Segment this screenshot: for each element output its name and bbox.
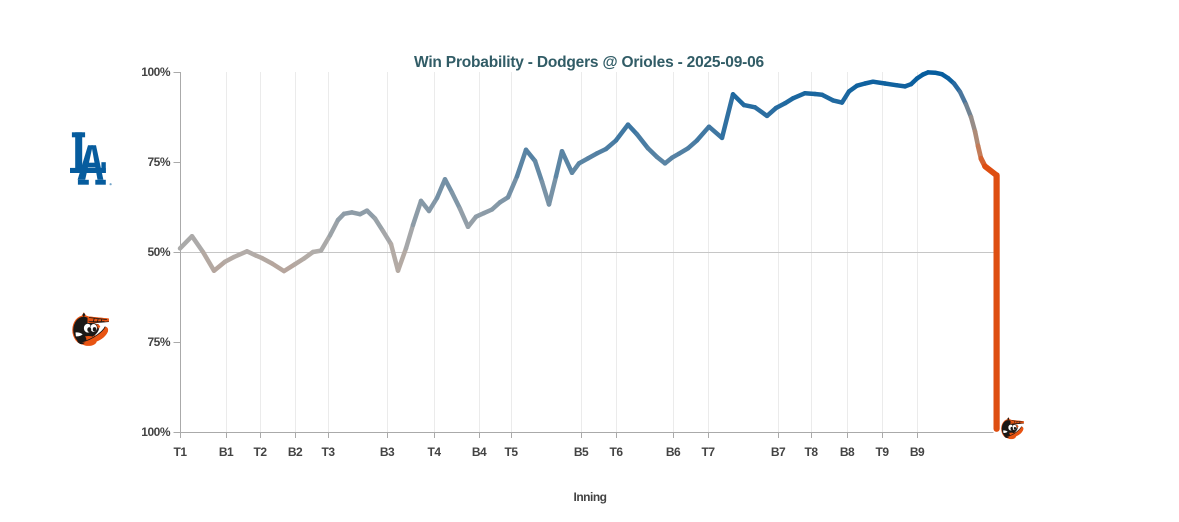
- svg-text:T6: T6: [609, 445, 623, 459]
- svg-text:T8: T8: [804, 445, 818, 459]
- svg-text:T2: T2: [253, 445, 267, 459]
- svg-text:Inning: Inning: [574, 490, 607, 504]
- svg-text:50%: 50%: [147, 245, 170, 259]
- svg-text:Win Probability - Dodgers @ Or: Win Probability - Dodgers @ Orioles - 20…: [414, 54, 764, 71]
- svg-text:100%: 100%: [141, 65, 171, 79]
- svg-text:B8: B8: [840, 445, 855, 459]
- svg-text:B7: B7: [771, 445, 786, 459]
- svg-text:T3: T3: [321, 445, 335, 459]
- svg-text:B3: B3: [380, 445, 395, 459]
- svg-text:T5: T5: [504, 445, 518, 459]
- svg-text:75%: 75%: [147, 335, 170, 349]
- svg-text:B6: B6: [666, 445, 681, 459]
- svg-text:T7: T7: [701, 445, 715, 459]
- svg-text:75%: 75%: [147, 155, 170, 169]
- svg-text:T4: T4: [427, 445, 441, 459]
- svg-text:B5: B5: [574, 445, 589, 459]
- svg-text:T1: T1: [173, 445, 187, 459]
- svg-text:B2: B2: [288, 445, 303, 459]
- svg-text:T9: T9: [875, 445, 889, 459]
- svg-text:B9: B9: [910, 445, 925, 459]
- svg-text:B4: B4: [472, 445, 487, 459]
- svg-text:B1: B1: [219, 445, 234, 459]
- svg-text:100%: 100%: [141, 425, 171, 439]
